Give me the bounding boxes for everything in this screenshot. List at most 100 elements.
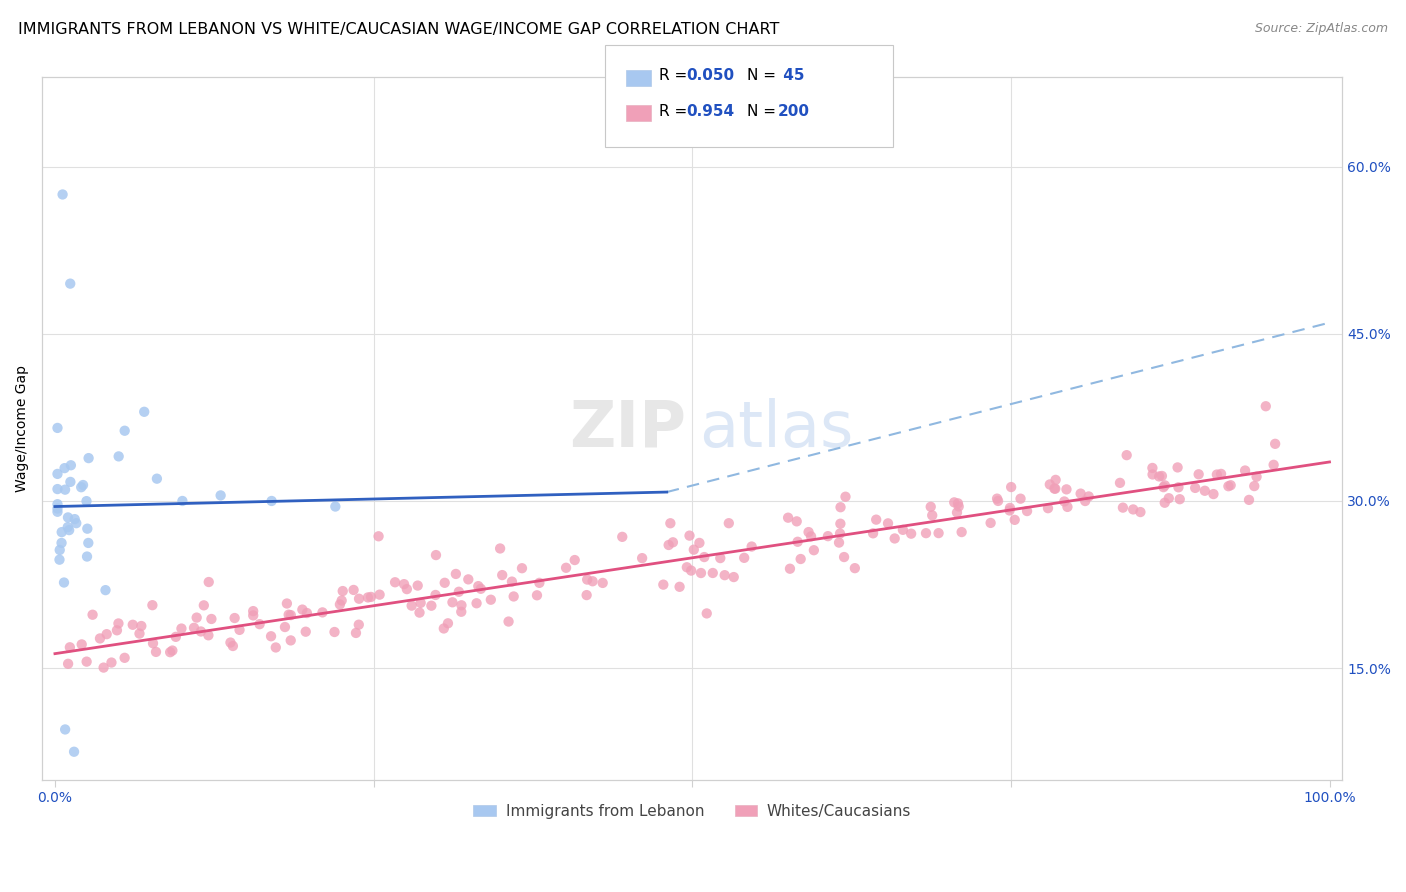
Point bbox=[950, 524, 973, 539]
Point bbox=[280, 633, 302, 648]
Point bbox=[652, 577, 675, 591]
Point bbox=[1157, 491, 1180, 506]
Point bbox=[690, 566, 713, 580]
Point bbox=[94, 583, 117, 598]
Point bbox=[1168, 492, 1191, 507]
Point bbox=[63, 745, 86, 759]
Point bbox=[441, 595, 464, 609]
Point bbox=[291, 602, 314, 616]
Point bbox=[347, 591, 370, 606]
Point bbox=[224, 611, 246, 625]
Point bbox=[834, 490, 856, 504]
Point bbox=[1053, 494, 1076, 508]
Point bbox=[1184, 481, 1206, 495]
Point bbox=[778, 510, 800, 524]
Point bbox=[53, 723, 76, 737]
Point bbox=[141, 598, 163, 612]
Point bbox=[384, 575, 406, 590]
Point bbox=[56, 510, 79, 524]
Point bbox=[467, 579, 489, 593]
Text: R =: R = bbox=[659, 69, 693, 83]
Point bbox=[46, 482, 69, 496]
Point bbox=[134, 405, 156, 419]
Point bbox=[107, 450, 129, 464]
Point bbox=[862, 526, 884, 541]
Point bbox=[228, 623, 250, 637]
Point bbox=[77, 451, 100, 466]
Point bbox=[276, 597, 298, 611]
Point bbox=[260, 629, 283, 643]
Point bbox=[491, 568, 513, 582]
Point bbox=[702, 566, 724, 580]
Point bbox=[70, 637, 93, 651]
Point bbox=[510, 561, 533, 575]
Point bbox=[51, 536, 73, 550]
Point bbox=[77, 536, 100, 550]
Point bbox=[1109, 475, 1132, 490]
Point bbox=[420, 599, 443, 613]
Point bbox=[89, 632, 111, 646]
Point bbox=[1115, 448, 1137, 462]
Point bbox=[1122, 502, 1144, 516]
Point bbox=[1147, 469, 1170, 483]
Point bbox=[59, 458, 82, 473]
Point bbox=[100, 656, 122, 670]
Point bbox=[48, 543, 70, 558]
Point bbox=[107, 616, 129, 631]
Point bbox=[576, 573, 599, 587]
Point bbox=[803, 543, 825, 558]
Point bbox=[678, 528, 700, 542]
Point bbox=[1153, 480, 1175, 494]
Point bbox=[1167, 480, 1189, 494]
Point bbox=[1045, 482, 1067, 496]
Point bbox=[564, 553, 586, 567]
Point bbox=[1045, 473, 1067, 487]
Point bbox=[1010, 491, 1032, 506]
Point bbox=[817, 529, 839, 543]
Point bbox=[242, 604, 264, 618]
Point bbox=[682, 542, 704, 557]
Text: 45: 45 bbox=[778, 69, 804, 83]
Point bbox=[1263, 458, 1285, 472]
Point bbox=[342, 582, 364, 597]
Point bbox=[1056, 500, 1078, 514]
Point bbox=[93, 660, 115, 674]
Point bbox=[489, 541, 512, 556]
Point bbox=[332, 584, 354, 599]
Point bbox=[59, 277, 82, 291]
Point bbox=[786, 534, 808, 549]
Point bbox=[1039, 477, 1062, 491]
Point bbox=[197, 574, 219, 589]
Point bbox=[58, 523, 80, 537]
Point bbox=[437, 616, 460, 631]
Point bbox=[329, 598, 352, 612]
Point bbox=[946, 506, 969, 520]
Point bbox=[526, 588, 548, 602]
Point bbox=[401, 599, 423, 613]
Point bbox=[998, 500, 1021, 515]
Point bbox=[46, 501, 69, 516]
Point bbox=[688, 536, 710, 550]
Point bbox=[1112, 500, 1135, 515]
Point bbox=[53, 575, 76, 590]
Point bbox=[260, 494, 283, 508]
Point bbox=[733, 550, 755, 565]
Point bbox=[46, 467, 69, 481]
Point bbox=[242, 608, 264, 623]
Point bbox=[159, 645, 181, 659]
Point bbox=[713, 568, 735, 582]
Point bbox=[59, 640, 82, 655]
Point bbox=[1129, 505, 1152, 519]
Point bbox=[48, 552, 70, 566]
Point bbox=[1036, 501, 1059, 516]
Text: N =: N = bbox=[747, 104, 780, 119]
Text: Source: ZipAtlas.com: Source: ZipAtlas.com bbox=[1254, 22, 1388, 36]
Point bbox=[1074, 494, 1097, 508]
Point bbox=[465, 596, 488, 610]
Point bbox=[408, 606, 430, 620]
Point bbox=[121, 617, 143, 632]
Point bbox=[425, 588, 447, 602]
Point bbox=[900, 526, 922, 541]
Point bbox=[709, 551, 731, 566]
Point bbox=[741, 540, 763, 554]
